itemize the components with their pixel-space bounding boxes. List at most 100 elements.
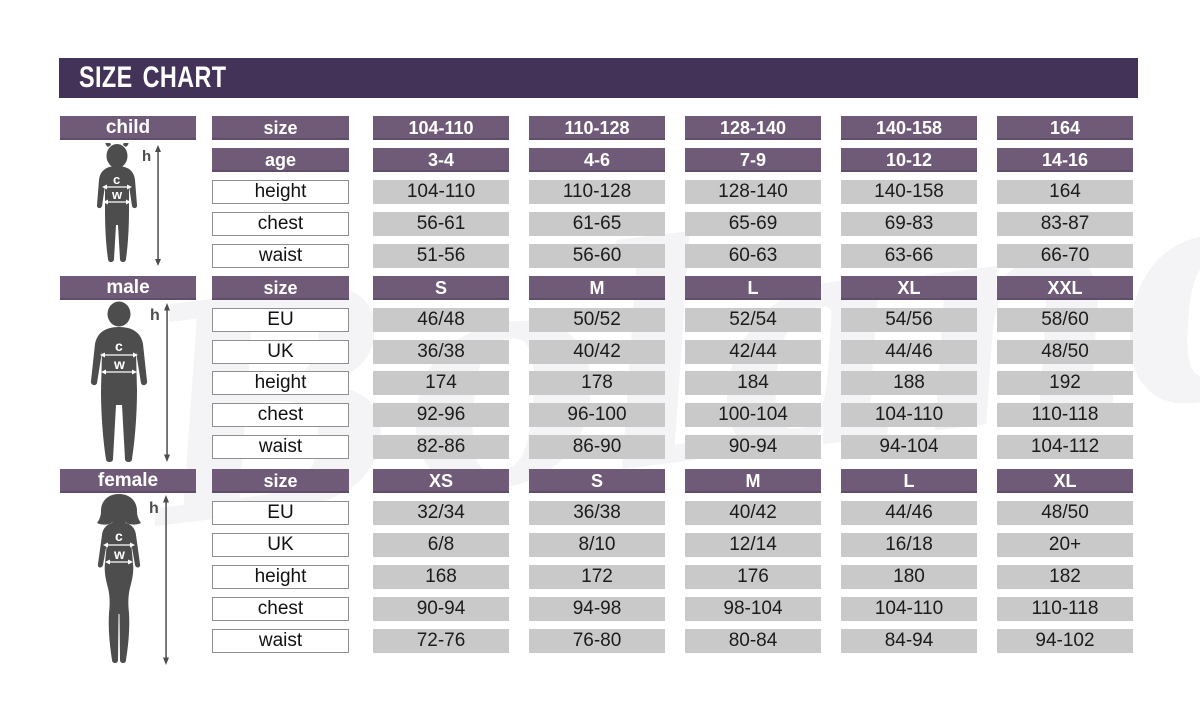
table-cell: 46/48 <box>373 308 509 332</box>
child-figure: h c w <box>96 143 161 266</box>
male-chest-label: c <box>115 338 123 354</box>
table-cell: 66-70 <box>997 244 1133 268</box>
female-chest-label: c <box>115 528 123 544</box>
table-cell: 192 <box>997 371 1133 395</box>
row-label: waist <box>212 629 349 653</box>
table-row: height 174 178 184 188 192 <box>212 371 1133 395</box>
row-label: waist <box>212 435 349 459</box>
table-cell: 164 <box>997 116 1133 140</box>
table-row: EU 46/48 50/52 52/54 54/56 58/60 <box>212 308 1133 332</box>
table-cell: 104-112 <box>997 435 1133 459</box>
table-cell: 50/52 <box>529 308 665 332</box>
male-height-label: h <box>150 307 160 324</box>
table-cell: 40/42 <box>529 340 665 364</box>
table-row: UK 6/8 8/10 12/14 16/18 20+ <box>212 533 1133 557</box>
row-label: EU <box>212 501 349 525</box>
table-cell: 92-96 <box>373 403 509 427</box>
section-label-child: child <box>60 116 196 140</box>
table-cell: 178 <box>529 371 665 395</box>
table-row: age 3-4 4-6 7-9 10-12 14-16 <box>212 148 1133 172</box>
female-waist-label: w <box>113 546 125 562</box>
table-cell: 90-94 <box>373 597 509 621</box>
table-cell: M <box>685 469 821 493</box>
table-cell: 65-69 <box>685 212 821 236</box>
table-cell: 52/54 <box>685 308 821 332</box>
table-cell: 3-4 <box>373 148 509 172</box>
female-figure: h c w <box>97 494 169 665</box>
row-label: UK <box>212 340 349 364</box>
table-cell: 172 <box>529 565 665 589</box>
table-cell: S <box>529 469 665 493</box>
table-cell: 104-110 <box>841 597 977 621</box>
child-waist-label: w <box>111 187 123 202</box>
table-cell: 14-16 <box>997 148 1133 172</box>
row-label: height <box>212 565 349 589</box>
row-label: EU <box>212 308 349 332</box>
row-header: size <box>212 116 349 140</box>
row-label: chest <box>212 597 349 621</box>
table-cell: 20+ <box>997 533 1133 557</box>
table-row: waist 82-86 86-90 90-94 94-104 104-112 <box>212 435 1133 459</box>
table-cell: 90-94 <box>685 435 821 459</box>
page-title: SIZE CHART <box>79 61 227 94</box>
table-cell: 82-86 <box>373 435 509 459</box>
table-row: chest 90-94 94-98 98-104 104-110 110-118 <box>212 597 1133 621</box>
table-cell: 182 <box>997 565 1133 589</box>
male-waist-label: w <box>113 356 125 372</box>
table-row: size S M L XL XXL <box>212 276 1133 300</box>
table-cell: S <box>373 276 509 300</box>
section-label-female: female <box>60 469 196 493</box>
table-row: UK 36/38 40/42 42/44 44/46 48/50 <box>212 340 1133 364</box>
table-cell: L <box>685 276 821 300</box>
table-cell: 98-104 <box>685 597 821 621</box>
table-cell: XL <box>997 469 1133 493</box>
table-cell: 110-128 <box>529 116 665 140</box>
row-label: UK <box>212 533 349 557</box>
section-label-male: male <box>60 276 196 300</box>
table-cell: 16/18 <box>841 533 977 557</box>
table-cell: 128-140 <box>685 116 821 140</box>
table-cell: 100-104 <box>685 403 821 427</box>
table-cell: 63-66 <box>841 244 977 268</box>
table-cell: 51-56 <box>373 244 509 268</box>
table-cell: 164 <box>997 180 1133 204</box>
table-cell: 94-104 <box>841 435 977 459</box>
table-cell: 6/8 <box>373 533 509 557</box>
row-label: chest <box>212 403 349 427</box>
table-cell: 168 <box>373 565 509 589</box>
table-cell: 96-100 <box>529 403 665 427</box>
table-cell: 84-94 <box>841 629 977 653</box>
male-figure: h c w <box>90 301 170 462</box>
table-cell: 69-83 <box>841 212 977 236</box>
table-cell: 36/38 <box>529 501 665 525</box>
table-cell: 110-118 <box>997 597 1133 621</box>
table-row: waist 51-56 56-60 60-63 63-66 66-70 <box>212 244 1133 268</box>
table-cell: 128-140 <box>685 180 821 204</box>
table-cell: 72-76 <box>373 629 509 653</box>
row-header: size <box>212 469 349 493</box>
table-cell: 10-12 <box>841 148 977 172</box>
table-cell: 56-61 <box>373 212 509 236</box>
table-cell: 110-128 <box>529 180 665 204</box>
table-cell: XL <box>841 276 977 300</box>
table-cell: L <box>841 469 977 493</box>
row-label: height <box>212 371 349 395</box>
table-cell: 83-87 <box>997 212 1133 236</box>
child-chest-label: c <box>113 172 120 187</box>
table-cell: 184 <box>685 371 821 395</box>
table-cell: 176 <box>685 565 821 589</box>
table-cell: 180 <box>841 565 977 589</box>
table-cell: 140-158 <box>841 180 977 204</box>
table-cell: 44/46 <box>841 501 977 525</box>
table-cell: 8/10 <box>529 533 665 557</box>
row-header: size <box>212 276 349 300</box>
table-cell: 104-110 <box>373 180 509 204</box>
table-cell: 61-65 <box>529 212 665 236</box>
table-cell: XS <box>373 469 509 493</box>
table-cell: 40/42 <box>685 501 821 525</box>
table-cell: 44/46 <box>841 340 977 364</box>
table-cell: 58/60 <box>997 308 1133 332</box>
table-cell: 60-63 <box>685 244 821 268</box>
table-cell: 4-6 <box>529 148 665 172</box>
table-cell: M <box>529 276 665 300</box>
